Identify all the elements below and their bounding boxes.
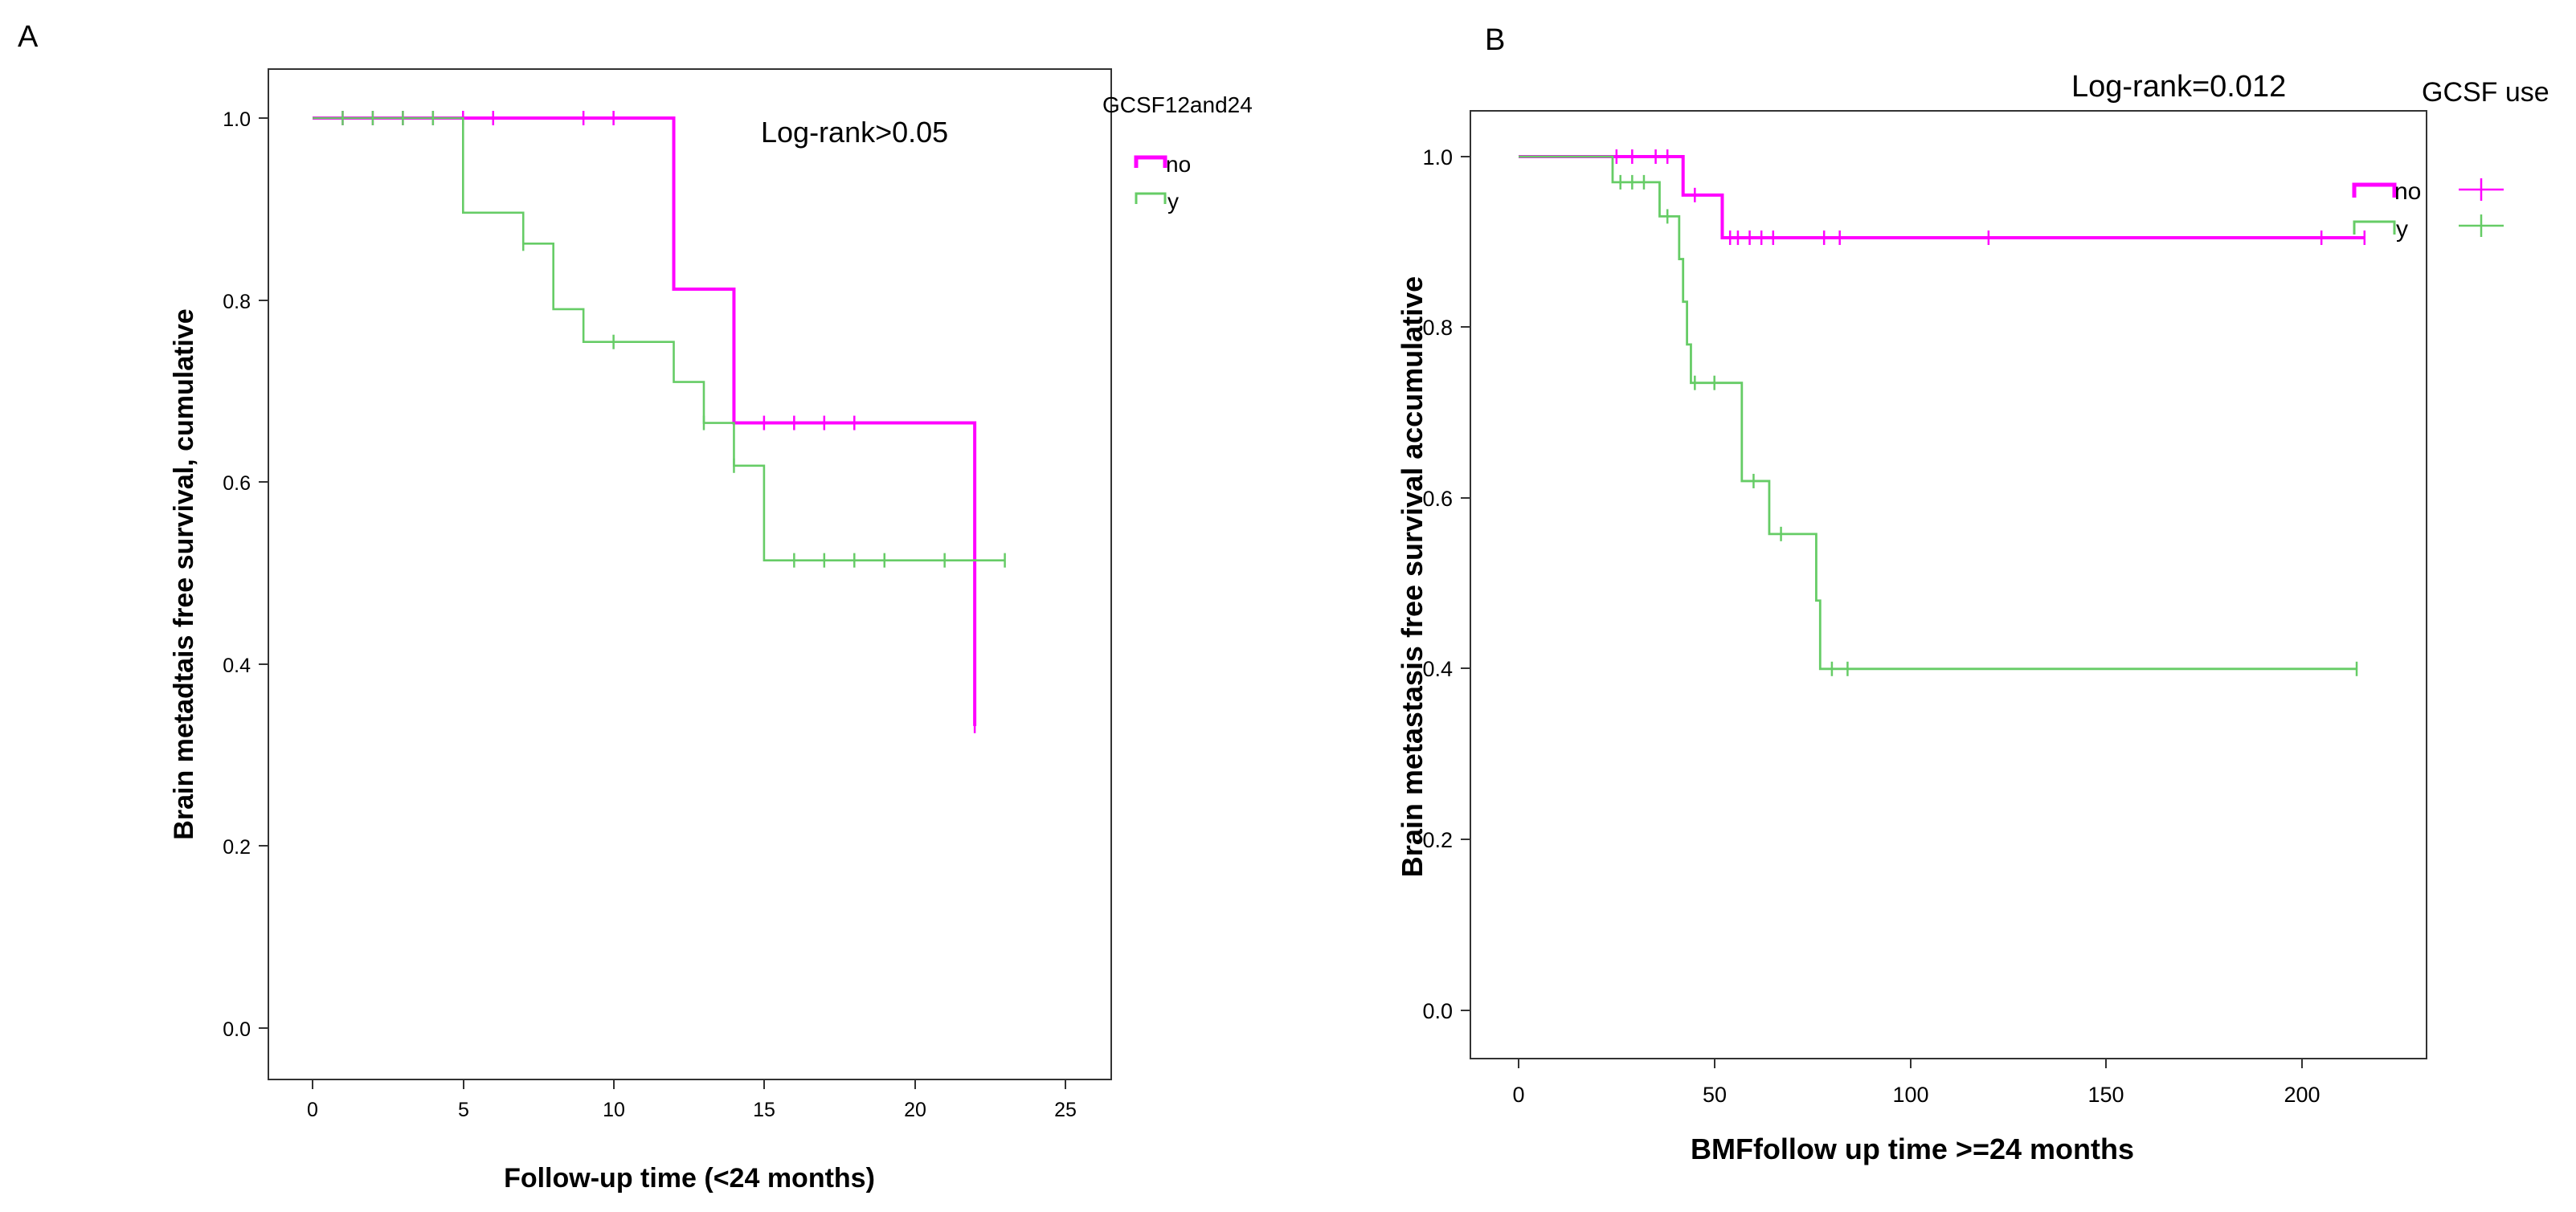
x-tick-label: 20	[904, 1099, 926, 1121]
x-tick-label: 200	[2284, 1083, 2320, 1107]
x-tick-label: 10	[603, 1099, 625, 1121]
y-tick-label: 0.2	[1422, 828, 1453, 852]
survival-curve-y	[313, 116, 1005, 561]
legend-swatch-y	[1135, 192, 1167, 204]
y-tick-label: 0.0	[1422, 999, 1453, 1023]
panel-label-b: B	[1485, 23, 1505, 57]
survival-curve-no	[313, 116, 977, 726]
survival-curve-no	[1519, 155, 2365, 239]
y-tick-label: 0.6	[1422, 487, 1453, 511]
legend-censor-y-icon	[2459, 214, 2504, 237]
log-rank-annotation-a: Log-rank>0.05	[761, 116, 948, 149]
y-tick-label: 0.8	[223, 291, 251, 313]
legend-a: GCSF12and24 no y	[1102, 92, 1253, 214]
legend-label-y: y	[1167, 189, 1179, 214]
x-tick-label: 5	[458, 1099, 469, 1121]
x-axis-label-a: Follow-up time (<24 months)	[504, 1163, 875, 1194]
y-tick-label: 0.0	[223, 1018, 251, 1041]
x-tick-label: 50	[1703, 1083, 1727, 1107]
legend-label-no: no	[1166, 152, 1191, 177]
x-tick-label: 0	[307, 1099, 318, 1121]
legend-title-a: GCSF12and24	[1102, 92, 1253, 117]
y-axis-label-b: Brain metastasis free survival accumulat…	[1396, 276, 1429, 877]
y-tick-label: 0.2	[223, 836, 251, 859]
y-tick-label: 0.8	[1422, 316, 1453, 340]
y-tick-label: 0.4	[223, 655, 251, 677]
plot-frame-b	[1470, 110, 2427, 1059]
legend-censor-no-icon	[2459, 178, 2504, 201]
x-tick-label: 15	[753, 1099, 775, 1121]
x-tick-label: 100	[1892, 1083, 1928, 1107]
y-axis-label-a: Brain metadtais free survival, cumulativ…	[169, 308, 199, 839]
log-rank-annotation-b: Log-rank=0.012	[2071, 70, 2286, 104]
survival-curve-y	[1519, 155, 2357, 671]
legend-b: GCSF use no y	[2352, 77, 2549, 243]
x-axis-label-b: BMFfollow up time >=24 months	[1691, 1132, 2134, 1165]
legend-title-b: GCSF use	[2422, 77, 2549, 108]
y-tick-label: 1.0	[1422, 145, 1453, 169]
x-tick-label: 0	[1512, 1083, 1524, 1107]
legend-label-no: no	[2394, 178, 2421, 205]
x-ticks-a: 0 5 10 15 20 25	[307, 1079, 1077, 1121]
legend-swatch-no	[1134, 155, 1167, 168]
legend-swatch-no	[2352, 182, 2397, 198]
x-tick-label: 25	[1054, 1099, 1077, 1121]
panel-b: B 0.0 0.2 0.4 0.6 0.8 1.0 0 50 100 150	[1396, 23, 2549, 1165]
y-ticks-b: 0.0 0.2 0.4 0.6 0.8 1.0	[1422, 145, 1470, 1023]
panel-label-a: A	[18, 20, 39, 54]
curves-a	[313, 111, 1006, 733]
y-tick-label: 0.4	[1422, 657, 1453, 681]
y-ticks-a: 0.0 0.2 0.4 0.6 0.8 1.0	[223, 108, 268, 1041]
legend-swatch-y	[2353, 220, 2396, 235]
curves-b	[1519, 149, 2366, 676]
x-tick-label: 150	[2087, 1083, 2124, 1107]
legend-label-y: y	[2396, 216, 2408, 243]
plot-frame-a	[268, 68, 1112, 1080]
x-ticks-b: 0 50 100 150 200	[1512, 1059, 2320, 1107]
panel-a: A 0.0 0.2 0.4 0.6 0.8 1.0 0 5 10	[18, 20, 1253, 1194]
y-tick-label: 0.6	[223, 472, 251, 495]
y-tick-label: 1.0	[223, 108, 251, 131]
